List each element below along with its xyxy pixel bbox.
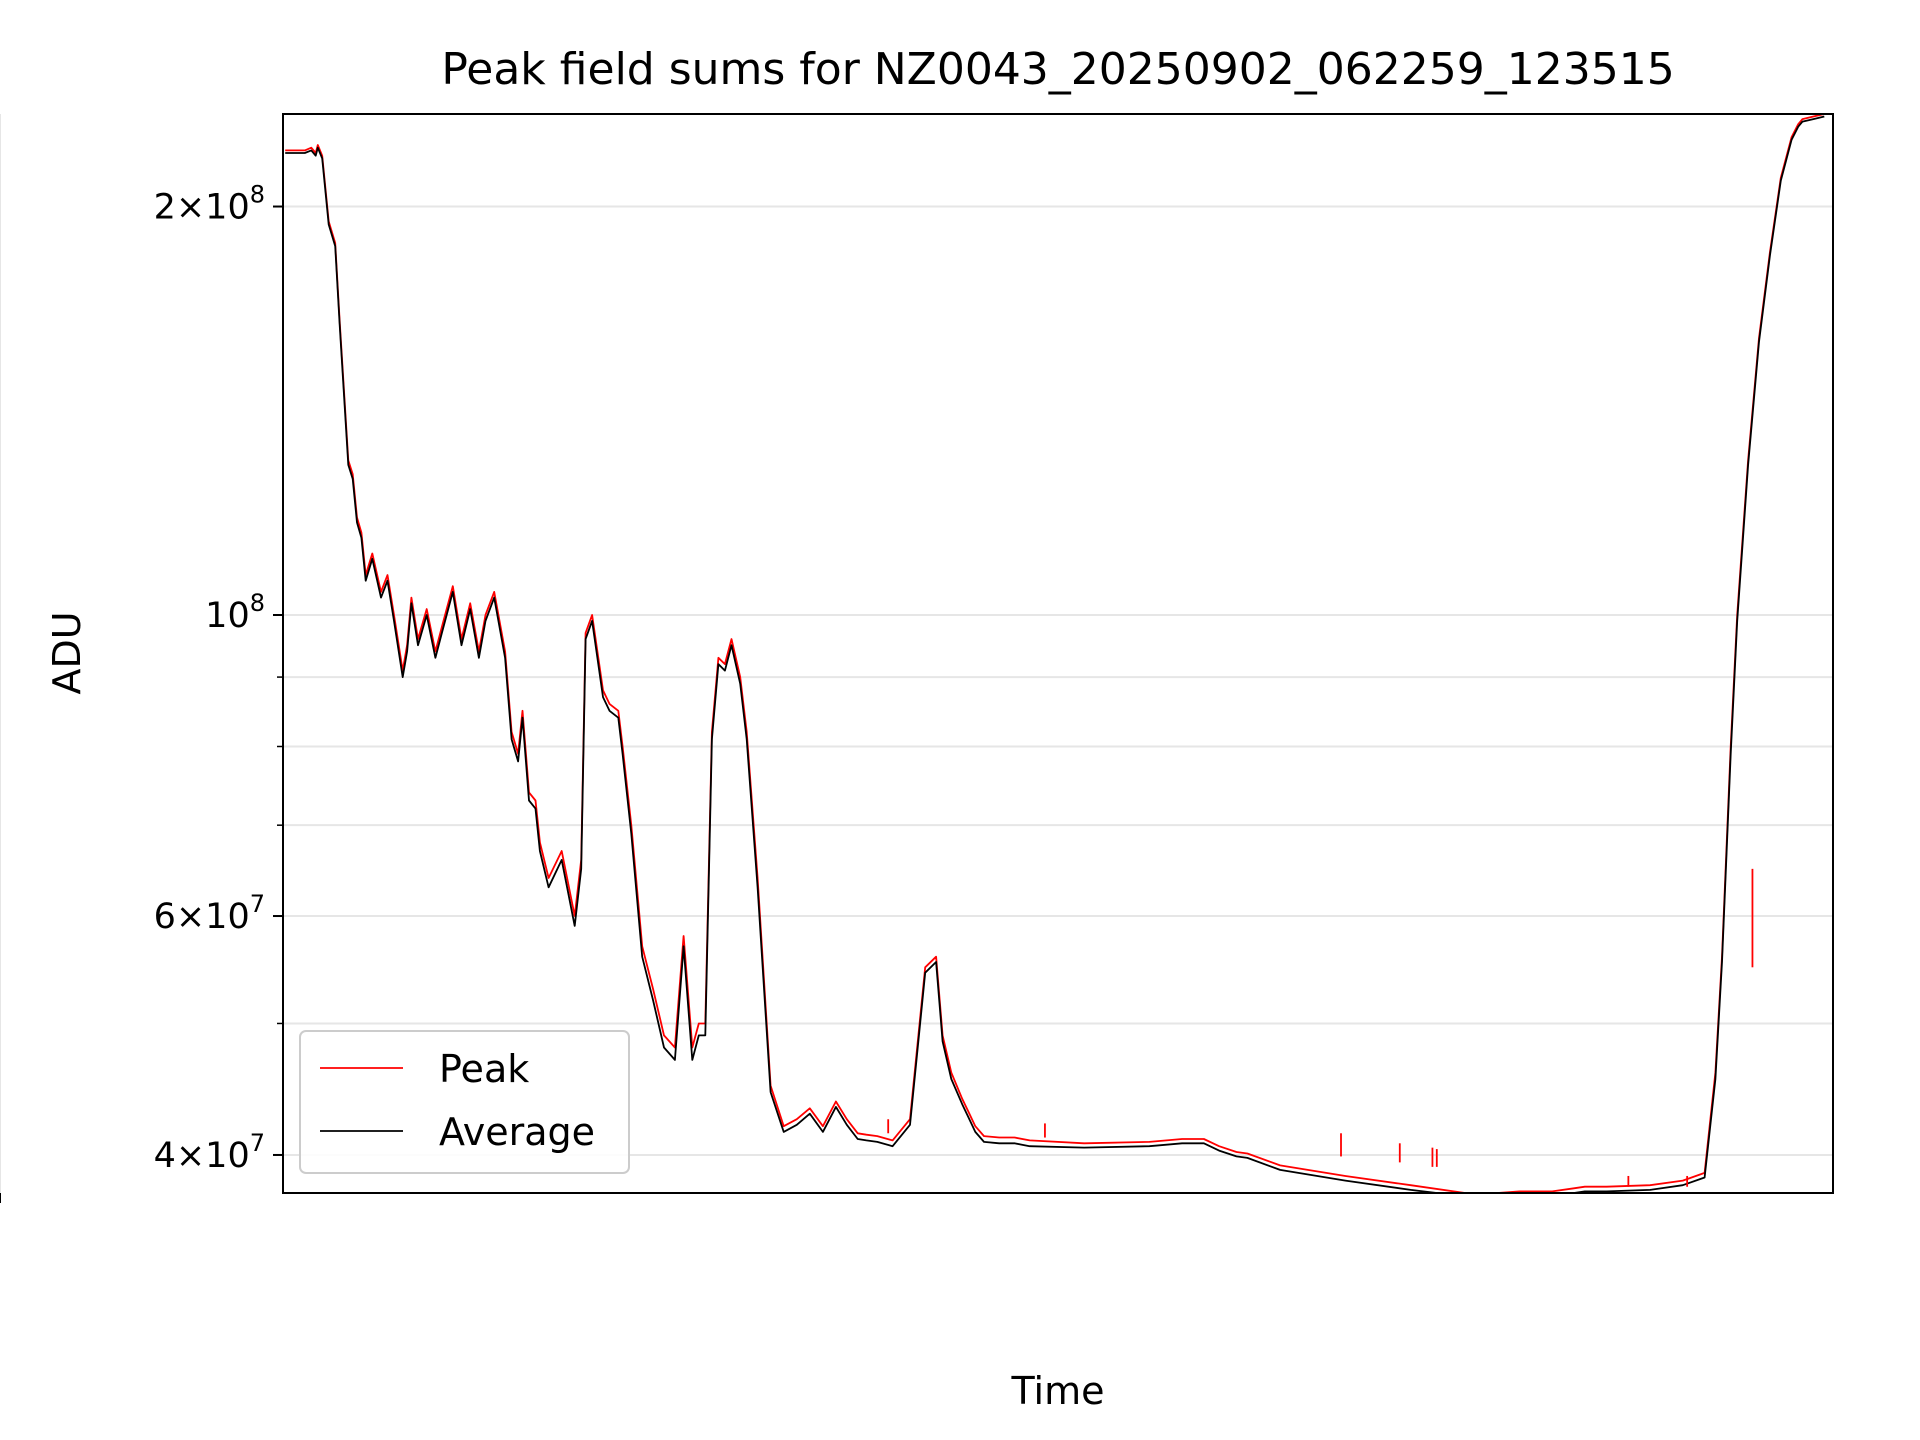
- series-layer: [285, 114, 1825, 1193]
- y-tick-label: 108: [205, 589, 265, 636]
- y-tick-mantissa: 4: [154, 1136, 176, 1176]
- y-tick-base: 10: [205, 897, 250, 937]
- y-tick-times: ×: [176, 188, 205, 228]
- grid-lines: [0, 114, 1833, 1193]
- x-axis-label: Time: [1011, 1369, 1105, 1413]
- y-axis-label: ADU: [45, 611, 89, 694]
- y-tick-mantissa: 6: [154, 897, 176, 937]
- y-tick-base: 10: [205, 596, 250, 636]
- y-tick-label: 2×108: [154, 181, 265, 228]
- chart-title: Peak field sums for NZ0043_20250902_0622…: [441, 44, 1674, 95]
- y-tick-times: ×: [176, 897, 205, 937]
- legend: Peak Average: [299, 1030, 630, 1174]
- y-tick-exponent: 7: [250, 890, 265, 918]
- y-tick-label: 6×107: [154, 890, 265, 937]
- y-tick-exponent: 8: [250, 181, 265, 209]
- plot-frame: [282, 113, 1834, 1194]
- y-tick-label: 4×107: [154, 1129, 265, 1176]
- legend-label-average: Average: [439, 1110, 595, 1154]
- y-tick-exponent: 7: [250, 1129, 265, 1157]
- y-tick-mantissa: 2: [154, 188, 176, 228]
- y-tick-exponent: 8: [250, 589, 265, 617]
- legend-label-peak: Peak: [439, 1047, 529, 1091]
- legend-box: [299, 1030, 630, 1174]
- y-tick-times: ×: [176, 1136, 205, 1176]
- series-line-average: [285, 115, 1825, 1193]
- y-tick-base: 10: [205, 1136, 250, 1176]
- y-tick-base: 10: [205, 188, 250, 228]
